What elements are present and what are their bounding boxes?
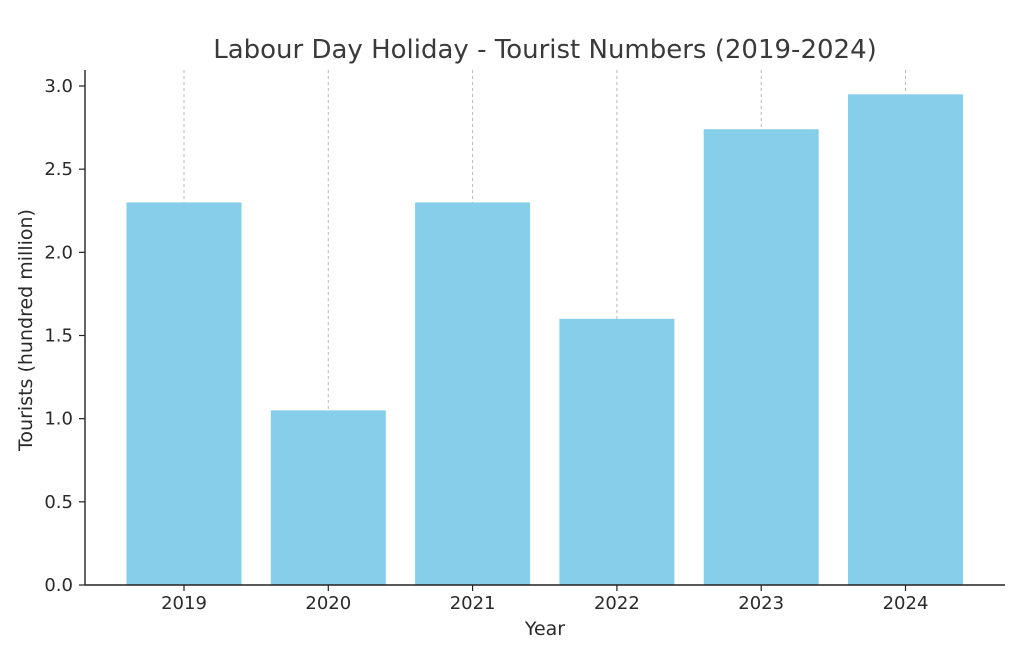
- x-axis-label: Year: [524, 618, 565, 640]
- bar-2019: [126, 202, 242, 585]
- x-ticks: 2019 2020 2021 2022 2023 2024: [161, 585, 928, 614]
- x-tick-label: 2021: [450, 593, 496, 614]
- y-tick-label: 1.0: [44, 409, 73, 430]
- bar-2022: [559, 318, 675, 585]
- bar-2023: [703, 129, 819, 585]
- y-tick-label: 0.5: [44, 492, 73, 513]
- y-tick-label: 1.5: [44, 326, 73, 347]
- y-tick-label: 2.0: [44, 242, 73, 263]
- x-tick-label: 2023: [738, 593, 784, 614]
- y-axis-label: Tourists (hundred million): [15, 209, 37, 452]
- chart-title: Labour Day Holiday - Tourist Numbers (20…: [213, 35, 877, 65]
- x-tick-label: 2022: [594, 593, 640, 614]
- y-ticks: 0.0 0.5 1.0 1.5 2.0 2.5 3.0: [44, 76, 85, 596]
- x-tick-label: 2020: [305, 593, 351, 614]
- x-tick-label: 2024: [883, 593, 929, 614]
- axes: [84, 70, 1005, 586]
- y-tick-label: 2.5: [44, 159, 73, 180]
- bar-2024: [848, 94, 963, 586]
- bar-2021: [415, 202, 531, 585]
- bars: [126, 94, 963, 586]
- x-tick-label: 2019: [161, 593, 207, 614]
- y-tick-label: 3.0: [44, 76, 73, 97]
- bar-2020: [270, 410, 386, 585]
- y-tick-label: 0.0: [44, 575, 73, 596]
